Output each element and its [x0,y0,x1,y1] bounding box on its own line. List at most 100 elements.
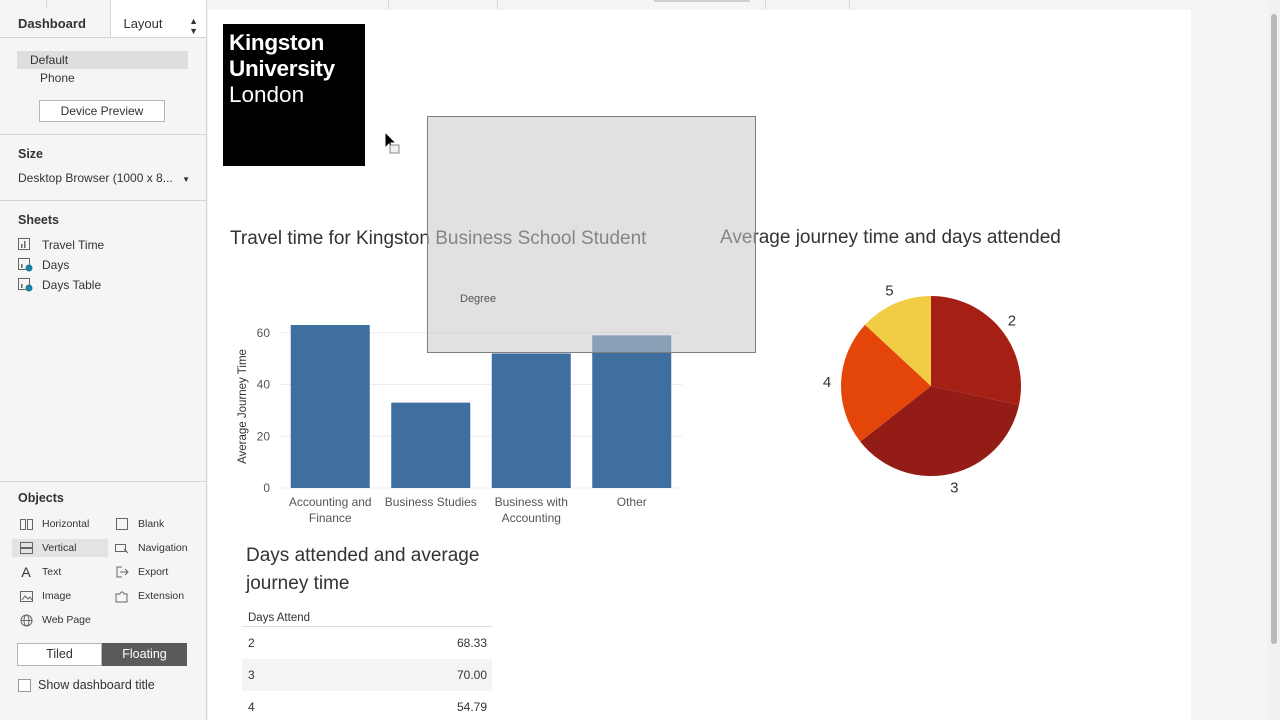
table-title: Days attended and average journey time [246,545,480,594]
object-label: Extension [138,590,185,602]
pie-label: 4 [823,374,831,391]
object-label: Web Page [42,614,91,626]
bar [491,353,571,488]
pie-label: 5 [885,283,893,300]
sheet-label: Days Table [42,278,102,292]
show-dashboard-title[interactable]: Show dashboard title [18,678,206,692]
x-tick-label: Finance [309,511,352,525]
bar-chart[interactable]: 0 20 40 60 Average Journey Time Accounting an… [230,300,690,535]
size-value: Desktop Browser (1000 x 8... [18,171,173,185]
pie-slice [865,296,931,386]
y-tick-label: 60 [257,326,271,340]
object-navigation[interactable]: Navigation [108,539,204,557]
navigation-icon [114,542,130,554]
object-label: Blank [138,518,165,530]
tab-strip [46,0,1268,10]
globe-icon [18,614,34,627]
sheet-item-days-table[interactable]: Days Table [0,275,206,295]
text-icon: A [21,564,31,580]
object-label: Horizontal [42,518,90,530]
device-default[interactable]: Default [17,51,188,69]
vertical-container-icon [18,542,34,554]
table-cell-value: 70.00 [456,668,487,682]
export-icon [114,566,130,578]
object-label: Vertical [42,542,77,554]
table-row: 3 70.00 [242,659,492,691]
worksheet-used-icon [18,258,33,272]
device-list: Default Phone [0,38,206,87]
x-tick-label: Business Studies [385,495,477,509]
pie-label: 2 [1008,313,1016,330]
logo-line: London [229,82,305,107]
scrollbar-thumb[interactable] [1271,14,1277,644]
pie-label: 3 [950,479,958,496]
size-dropdown[interactable]: Desktop Browser (1000 x 8... ▼ [18,171,190,185]
y-tick-label: 0 [263,481,270,495]
tab-layout[interactable]: Layout ▲ ▼ [110,0,206,37]
device-preview-button[interactable]: Device Preview [39,100,165,122]
table-cell-day: 4 [248,700,255,714]
sheet-label: Days [42,258,70,272]
bar [592,335,672,488]
pie-slice [841,324,931,442]
object-horizontal[interactable]: Horizontal [12,515,108,533]
object-label: Text [42,566,62,578]
object-vertical[interactable]: Vertical [12,539,108,557]
horizontal-container-icon [18,518,34,530]
dashboard-panel: Dashboard Layout ▲ ▼ Default Phone Device… [0,0,207,720]
pie-chart[interactable]: 2 3 4 5 [810,276,1040,506]
object-text[interactable]: A Text [12,563,108,581]
layout-mode-toggle: Tiled Floating [17,643,187,666]
show-title-label: Show dashboard title [38,678,155,692]
object-label: Navigation [138,542,188,554]
object-web-page[interactable]: Web Page [12,611,108,629]
pie-slice [860,386,1019,476]
table-cell-value: 54.79 [456,700,487,714]
y-tick-label: 40 [257,378,271,392]
canvas-gutter [1191,10,1268,720]
kingston-logo[interactable]: Kingston University London [223,24,365,166]
extension-icon [114,590,130,603]
size-title: Size [18,147,44,161]
pie-slice [931,296,1021,406]
tab-dashboard[interactable]: Dashboard [0,0,111,37]
object-extension[interactable]: Extension [108,587,204,605]
bar [290,325,370,488]
x-tick-label: Accounting and [289,495,372,509]
sheet-item-days[interactable]: Days [0,255,206,275]
table-cell-value: 68.33 [456,636,487,650]
object-label: Image [42,590,72,602]
pie-chart-title: Average journey time and days attended [720,227,1061,248]
object-blank[interactable]: Blank [108,515,204,533]
logo-line: Kingston [229,30,325,55]
worksheet-used-icon [18,278,33,292]
table-row: 2 68.33 [242,627,492,659]
mouse-cursor-icon [384,130,404,162]
worksheet-icon [18,238,33,252]
sheets-title: Sheets [18,213,59,227]
object-image[interactable]: Image [12,587,108,605]
logo-line: University [229,56,335,81]
table-cell-day: 3 [248,668,255,682]
x-tick-label: Accounting [502,511,561,525]
x-tick-label: Other [617,495,647,509]
days-table[interactable]: Days Attend 2 68.33 3 70.00 4 54.79 [242,610,492,720]
x-tick-label: Business with [495,495,568,509]
floating-object-placeholder[interactable]: Degree [427,116,756,353]
degree-filter-label: Degree [460,293,497,305]
y-axis-label: Average Journey Time [237,349,249,464]
sheet-item-travel-time[interactable]: Travel Time [0,235,206,255]
sheet-label: Travel Time [42,238,105,252]
table-row: 4 54.79 [242,691,492,720]
objects-grid: Horizontal Blank Vertical Navigation A T… [0,515,206,629]
device-phone[interactable]: Phone [40,71,75,85]
vertical-scrollbar[interactable] [1268,0,1280,720]
object-label: Export [138,566,169,578]
show-title-checkbox[interactable] [18,678,31,692]
panel-tabs: Dashboard Layout ▲ ▼ [0,0,206,38]
floating-button[interactable]: Floating [102,643,187,666]
blank-icon [114,518,130,530]
object-export[interactable]: Export [108,563,204,581]
tiled-button[interactable]: Tiled [17,643,102,666]
image-icon [18,590,34,602]
